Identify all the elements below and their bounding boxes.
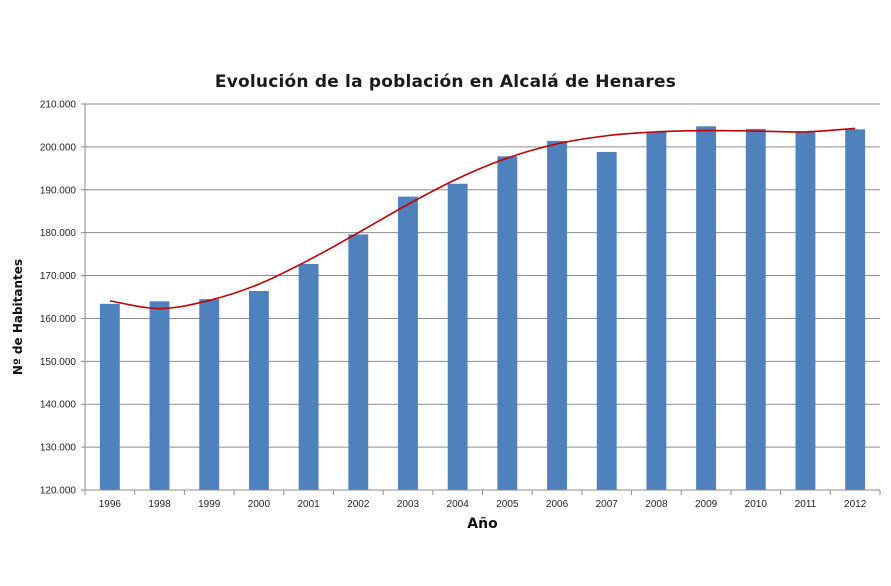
bar-2005: [497, 156, 518, 490]
x-tick-label: 2011: [795, 499, 817, 510]
bar-2004: [447, 183, 468, 491]
y-tick-label: 190.000: [40, 185, 77, 196]
bar-2009: [696, 126, 717, 491]
trend-line-series: [109, 127, 856, 310]
x-axis-title: Año: [467, 516, 498, 532]
axes: [81, 103, 881, 495]
bar-2011: [795, 131, 816, 490]
x-tick-label: 2006: [546, 499, 569, 510]
bar-2012: [845, 129, 866, 490]
y-tick-label: 170.000: [40, 271, 77, 282]
x-tick-label: 2008: [645, 499, 668, 510]
y-axis-tick-labels: 120.000 130.000 140.000 150.000 160.000 170.0…: [40, 100, 77, 497]
y-tick-label: 160.000: [40, 314, 77, 325]
x-tick-label: 2005: [496, 499, 519, 510]
y-axis-title: Nº de Habitantes: [11, 259, 25, 375]
bar-2000: [248, 290, 269, 490]
x-tick-label: 2004: [447, 499, 470, 510]
bar-2003: [398, 196, 418, 490]
x-tick-label: 1999: [198, 499, 221, 510]
bar-2001: [298, 263, 319, 490]
x-tick-label: 1996: [99, 499, 122, 510]
y-tick-label: 130.000: [40, 443, 77, 454]
bar-1999: [199, 299, 220, 490]
y-tick-label: 120.000: [40, 486, 77, 497]
bar-2007: [596, 152, 617, 490]
x-axis-tick-labels: 1996 1998 1999 2000 2001 2002 2003 2004 2005 2006…: [99, 499, 867, 510]
x-tick-label: 1998: [148, 499, 171, 510]
x-tick-label: 2002: [347, 499, 370, 510]
bar-1998: [149, 301, 170, 490]
y-tick-label: 180.000: [40, 228, 77, 239]
y-tick-label: 140.000: [40, 400, 77, 411]
bar-series: [99, 126, 866, 491]
bar-2010: [745, 128, 766, 490]
bar-2008: [646, 131, 667, 490]
y-tick-label: 200.000: [40, 142, 77, 153]
x-tick-label: 2010: [745, 499, 768, 510]
x-tick-label: 2012: [844, 499, 867, 510]
chart-title: Evolución de la población en Alcalá de H…: [214, 72, 677, 92]
x-tick-label: 2009: [695, 499, 718, 510]
bar-2006: [547, 140, 567, 490]
bar-1996: [99, 303, 120, 490]
y-tick-label: 150.000: [40, 357, 77, 368]
x-tick-label: 2007: [596, 499, 619, 510]
y-tick-label: 210.000: [40, 100, 77, 111]
trend-line: [109, 127, 856, 310]
x-tick-label: 2001: [297, 499, 320, 510]
x-tick-label: 2003: [397, 499, 420, 510]
bar-2002: [348, 234, 369, 490]
x-tick-label: 2000: [248, 499, 271, 510]
